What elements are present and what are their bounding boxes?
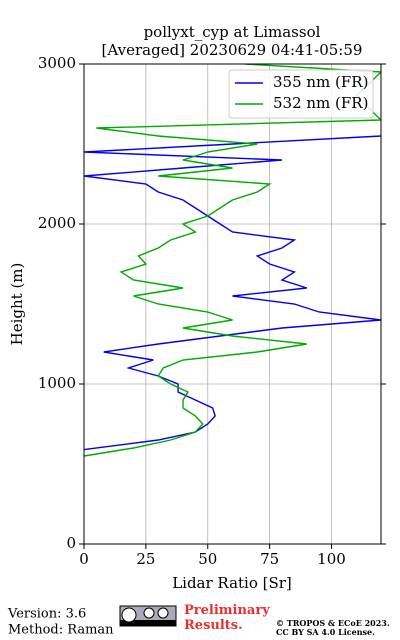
method: Method: Raman	[8, 623, 114, 638]
plot-frame	[83, 63, 382, 545]
status-text: Preliminary	[184, 603, 270, 618]
y-tick-label: 2000	[38, 214, 76, 232]
chart-subtitle: [Averaged] 20230629 04:41-05:59	[102, 41, 363, 59]
x-tick-label: 75	[260, 550, 279, 568]
x-tick-label: 0	[79, 550, 89, 568]
profile-line	[84, 64, 381, 457]
legend-label: 355 nm (FR)	[273, 73, 368, 91]
legend: 355 nm (FR) 532 nm (FR)	[228, 69, 374, 119]
y-tick-label: 1000	[38, 374, 76, 392]
legend-label: 532 nm (FR)	[273, 94, 368, 112]
legend-box	[228, 69, 374, 119]
x-tick-label: 25	[136, 550, 155, 568]
y-axis-label: Height (m)	[8, 263, 26, 346]
cc-logo	[119, 605, 177, 627]
license: CC BY SA 4.0 License.	[276, 627, 375, 637]
status-text-2: Results.	[184, 618, 243, 633]
y-tick-label: 0	[66, 534, 76, 552]
status: Preliminary Results.	[184, 603, 270, 633]
copyright: © TROPOS & ECoE 2023.	[276, 618, 390, 628]
version: Version: 3.6	[7, 607, 86, 622]
x-tick-label: 50	[198, 550, 217, 568]
x-axis-label: Lidar Ratio [Sr]	[172, 574, 292, 592]
chart-title: pollyxt_cyp at Limassol	[144, 23, 321, 41]
x-tick-label: 100	[317, 550, 346, 568]
profile-line	[84, 135, 381, 451]
y-tick-label: 3000	[38, 54, 76, 72]
